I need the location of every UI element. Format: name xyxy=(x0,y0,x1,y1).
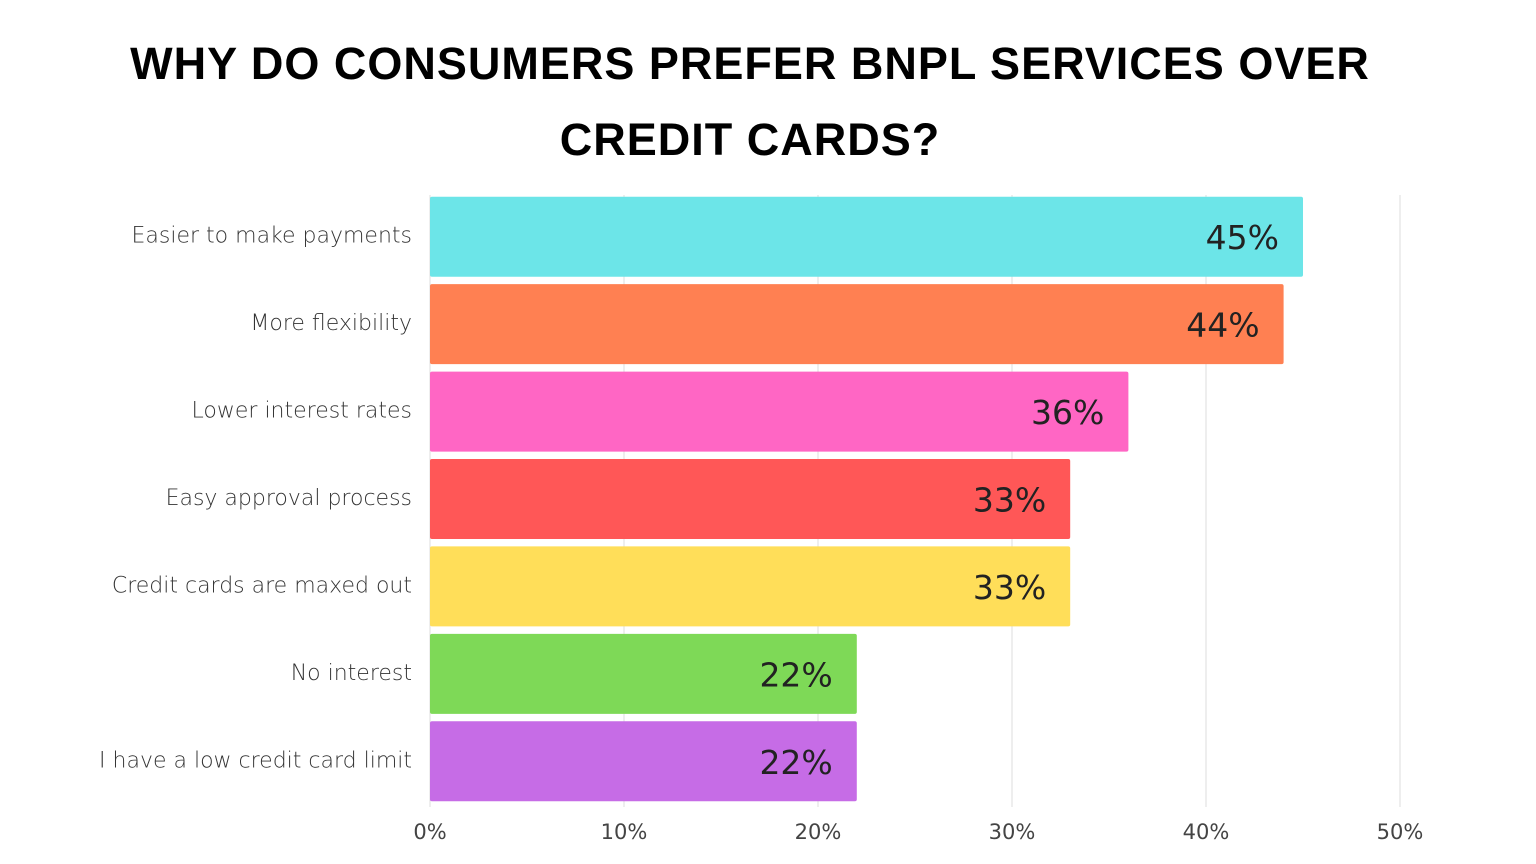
x-tick-label: 50% xyxy=(1377,820,1424,844)
bar xyxy=(430,284,1284,365)
bar xyxy=(430,633,857,714)
bar xyxy=(430,721,857,802)
data-label: 45% xyxy=(1206,218,1279,257)
x-tick-label: 30% xyxy=(989,820,1036,844)
bar xyxy=(430,459,1071,539)
y-tick-label: I have a low credit card limit xyxy=(99,748,412,773)
x-tick-label: 10% xyxy=(601,820,648,844)
data-label: 33% xyxy=(973,568,1046,607)
data-label: 44% xyxy=(1186,306,1259,345)
data-label: 22% xyxy=(759,743,832,782)
y-tick-label: Easy approval process xyxy=(166,486,412,511)
bar xyxy=(430,546,1071,627)
x-tick-label: 40% xyxy=(1183,820,1230,844)
y-tick-label: Easier to make payments xyxy=(132,224,412,249)
data-label: 33% xyxy=(973,481,1046,520)
bar xyxy=(430,371,1129,452)
y-tick-label: Credit cards are maxed out xyxy=(112,573,412,598)
bar xyxy=(430,196,1303,277)
y-tick-label: More flexibility xyxy=(250,311,412,336)
data-label: 36% xyxy=(1031,393,1104,432)
x-tick-label: 20% xyxy=(795,820,842,844)
y-tick-label: Lower interest rates xyxy=(192,399,412,424)
y-tick-label: No interest xyxy=(291,661,412,686)
data-label: 22% xyxy=(759,655,832,694)
x-tick-label: 0% xyxy=(413,820,446,844)
chart-title: WHY DO CONSUMERS PREFER BNPL SERVICES OV… xyxy=(130,38,1370,165)
